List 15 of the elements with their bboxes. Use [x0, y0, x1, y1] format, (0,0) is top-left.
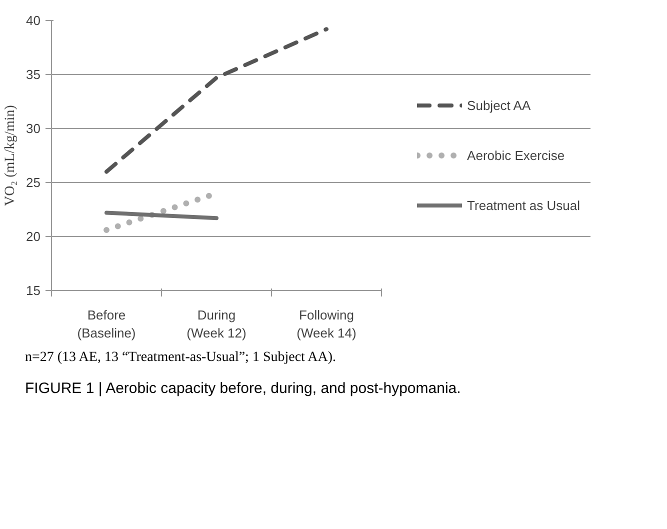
y-tick-label: 30	[26, 121, 41, 136]
x-tick-label: Following (Week 14)	[296, 308, 356, 340]
x-tick-label: Before (Baseline)	[77, 308, 136, 340]
y-tick-label: 25	[26, 175, 41, 190]
legend-label: Subject AA	[467, 98, 531, 112]
legend-label: Aerobic Exercise	[467, 148, 565, 162]
x-tick-label: During (Week 12)	[186, 308, 246, 340]
y-tick-label: 35	[26, 67, 41, 82]
legend-label: Treatment as Usual	[467, 198, 580, 212]
y-tick-label: 20	[26, 229, 41, 244]
caption: FIGURE 1 | Aerobic capacity before, during, and post-hypomania.	[25, 379, 461, 399]
y-tick-label: 15	[26, 283, 41, 298]
y-axis-title: VO₂ (mL/kg/min)	[3, 104, 18, 206]
y-tick-label: 40	[26, 13, 41, 28]
text: n=27 (13 AE, 13 “Treatment-as-Usual”; 1 Subject AA).	[25, 349, 336, 367]
